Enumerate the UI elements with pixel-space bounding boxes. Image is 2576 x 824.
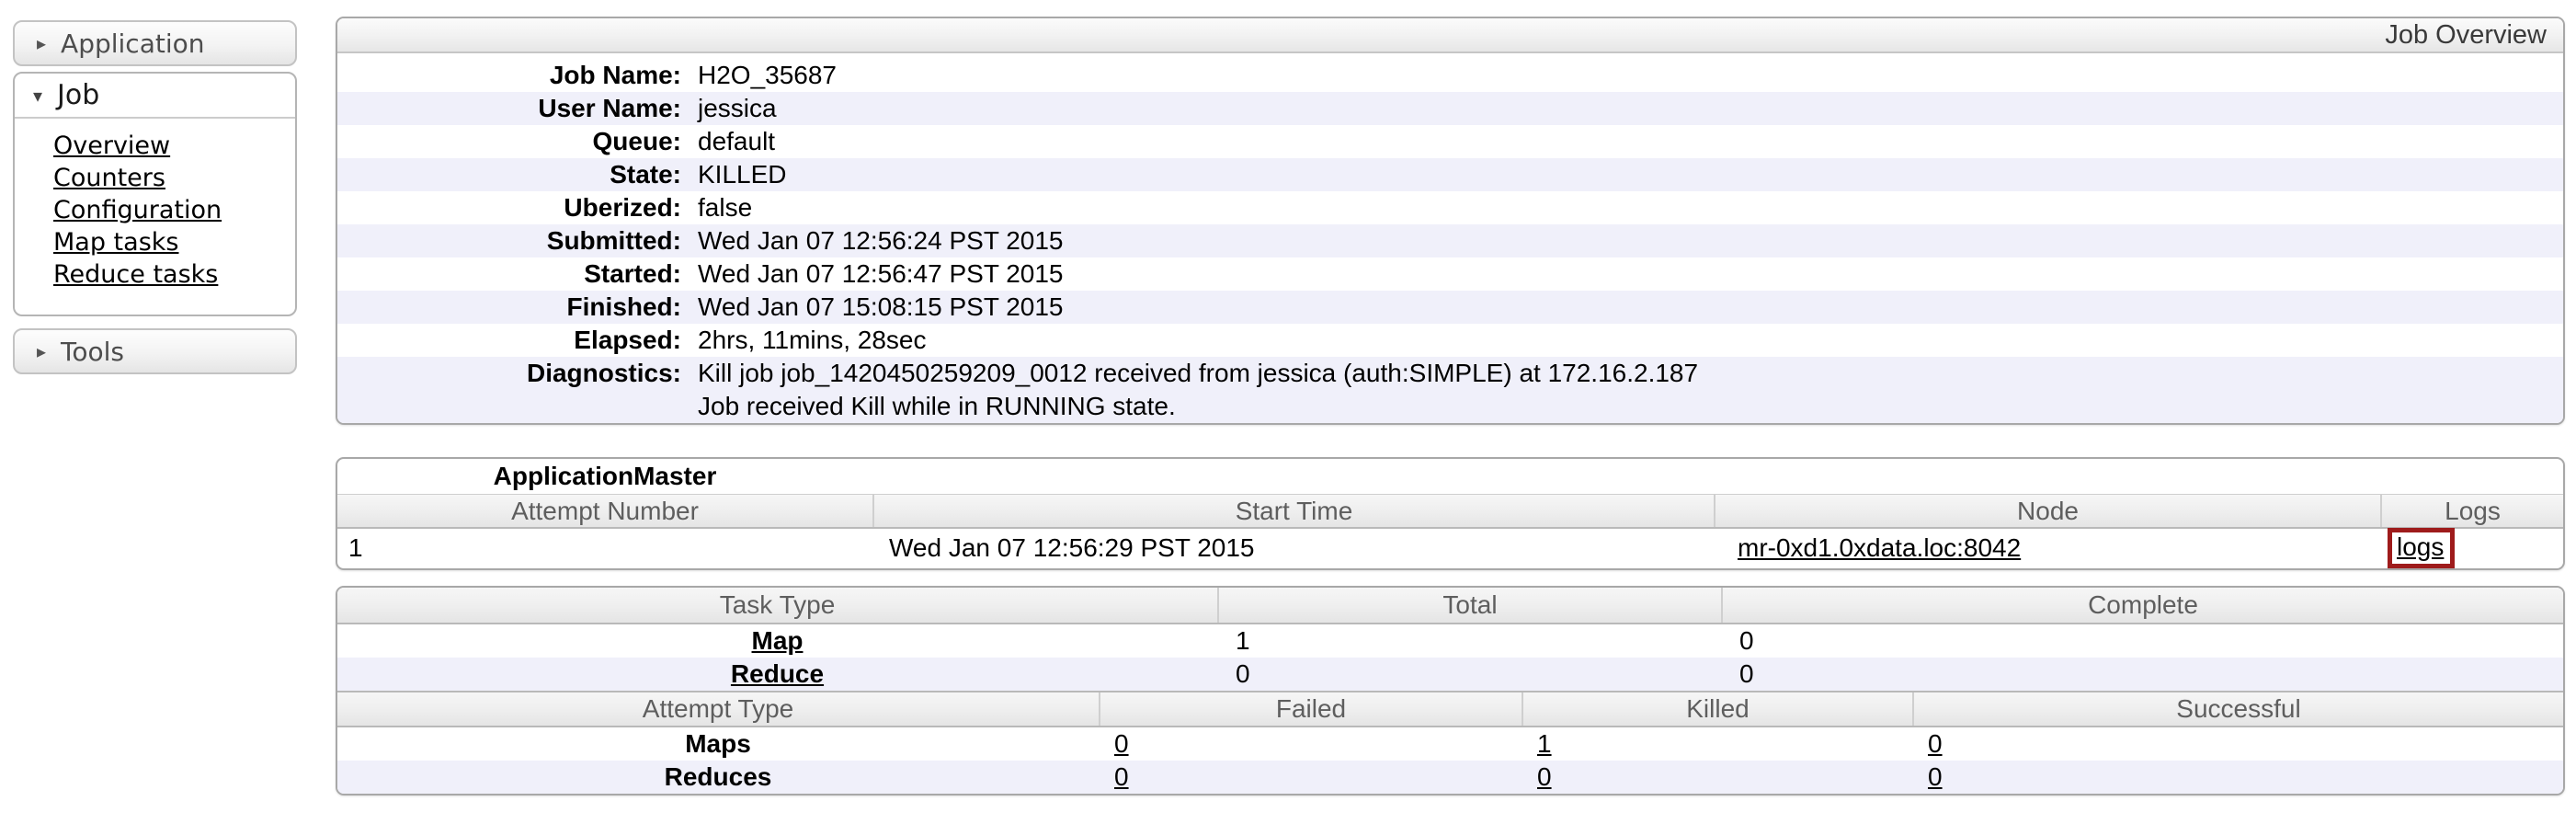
diagnostics-line: Job received Kill while in RUNNING state…	[698, 392, 1176, 420]
appmaster-attempt-row: 1 Wed Jan 07 12:56:29 PST 2015 mr-0xd1.0…	[337, 527, 2563, 568]
appmaster-caption: ApplicationMaster	[493, 462, 717, 490]
appmaster-caption-row: ApplicationMaster	[337, 459, 2563, 494]
sidebar-item-configuration[interactable]: Configuration	[53, 196, 222, 224]
application-master-panel: ApplicationMaster Attempt Number Start T…	[336, 457, 2565, 570]
sidebar-section-application[interactable]: ▸ Application	[13, 20, 297, 66]
info-row-submitted: Submitted: Wed Jan 07 12:56:24 PST 2015	[337, 224, 2563, 258]
sidebar-section-label: Job	[57, 79, 100, 111]
info-label: User Name:	[538, 94, 681, 122]
info-value: Wed Jan 07 12:56:24 PST 2015	[698, 226, 1064, 255]
info-row-state: State: KILLED	[337, 158, 2563, 191]
maps-successful-link[interactable]: 0	[1928, 729, 1943, 758]
info-row-user-name: User Name: jessica	[337, 92, 2563, 125]
reduces-label: Reduces	[664, 762, 772, 791]
attempt-header-row: Attempt Type Failed Killed Successful	[337, 691, 2563, 727]
sidebar-section-job-panel: ▾ Job Overview Counters Configuration Ma…	[13, 72, 297, 316]
info-row-finished: Finished: Wed Jan 07 15:08:15 PST 2015	[337, 291, 2563, 324]
info-label: Submitted:	[546, 226, 681, 255]
sidebar-item-overview[interactable]: Overview	[53, 132, 171, 160]
sidebar-section-tools[interactable]: ▸ Tools	[13, 328, 297, 374]
appmaster-header-row: Attempt Number Start Time Node Logs	[337, 494, 2563, 529]
column-header-complete: Complete	[1721, 588, 2563, 623]
sidebar-item-counters[interactable]: Counters	[53, 164, 165, 192]
info-label: State:	[610, 160, 681, 189]
sidebar-section-job[interactable]: ▾ Job	[15, 74, 295, 119]
info-value: Wed Jan 07 12:56:47 PST 2015	[698, 259, 1064, 288]
info-label: Diagnostics:	[526, 359, 681, 387]
node-link[interactable]: mr-0xd1.0xdata.loc:8042	[1738, 532, 2022, 562]
attempt-number-cell: 1	[348, 532, 363, 562]
info-value: Wed Jan 07 15:08:15 PST 2015	[698, 292, 1064, 321]
attempt-row-reduces: Reduces 0 0 0	[337, 761, 2563, 794]
sidebar-section-label: Tools	[61, 336, 125, 367]
map-total-cell: 1	[1236, 626, 1250, 655]
column-header-attempt-type: Attempt Type	[642, 694, 794, 723]
sidebar-job-links: Overview Counters Configuration Map task…	[15, 119, 295, 315]
sidebar: ▸ Application ▾ Job Overview Counters Co…	[13, 20, 297, 374]
chevron-down-icon: ▾	[33, 84, 43, 107]
info-value: jessica	[698, 94, 777, 122]
info-row-started: Started: Wed Jan 07 12:56:47 PST 2015	[337, 258, 2563, 291]
chevron-right-icon: ▸	[37, 32, 47, 54]
info-row-job-name: Job Name: H2O_35687	[337, 59, 2563, 92]
map-complete-cell: 0	[1739, 626, 1754, 655]
column-header-killed: Killed	[1522, 692, 1912, 726]
info-row-elapsed: Elapsed: 2hrs, 11mins, 28sec	[337, 324, 2563, 357]
sidebar-item-map-tasks[interactable]: Map tasks	[53, 228, 179, 257]
job-overview-panel: Job Overview Job Name: H2O_35687 User Na…	[336, 17, 2565, 425]
column-header-total: Total	[1217, 588, 1721, 623]
column-header-node: Node	[1714, 495, 2380, 527]
task-summary-panel: Task Type Total Complete Map 1 0 Reduce …	[336, 586, 2565, 795]
logs-link[interactable]: logs	[2397, 532, 2445, 561]
page-title: Job Overview	[2385, 19, 2547, 50]
annotation-highlight-box: logs	[2388, 527, 2456, 568]
job-info-table: Job Name: H2O_35687 User Name: jessica Q…	[337, 53, 2563, 423]
column-header-successful: Successful	[1912, 692, 2563, 726]
reduce-tasks-link[interactable]: Reduce	[730, 659, 825, 688]
sidebar-section-label: Application	[61, 28, 205, 59]
task-row-reduce: Reduce 0 0	[337, 658, 2563, 691]
diagnostics-line: Kill job job_1420450259209_0012 received…	[698, 359, 1699, 387]
info-label: Job Name:	[549, 61, 681, 89]
reduces-failed-link[interactable]: 0	[1114, 762, 1129, 791]
info-row-queue: Queue: default	[337, 125, 2563, 158]
reduce-total-cell: 0	[1236, 659, 1250, 688]
column-header-failed: Failed	[1099, 692, 1522, 726]
maps-failed-link[interactable]: 0	[1114, 729, 1129, 758]
info-value: default	[698, 127, 776, 155]
attempt-row-maps: Maps 0 1 0	[337, 727, 2563, 761]
reduce-complete-cell: 0	[1739, 659, 1754, 688]
info-label: Uberized:	[564, 193, 681, 222]
info-label: Elapsed:	[574, 326, 681, 354]
info-label: Finished:	[566, 292, 681, 321]
reduces-successful-link[interactable]: 0	[1928, 762, 1943, 791]
start-time-cell: Wed Jan 07 12:56:29 PST 2015	[889, 532, 1255, 562]
main-content: Job Overview Job Name: H2O_35687 User Na…	[336, 17, 2565, 807]
maps-label: Maps	[685, 729, 751, 758]
diagnostics-text: Kill job job_1420450259209_0012 received…	[681, 357, 1698, 423]
map-tasks-link[interactable]: Map	[751, 626, 804, 655]
sidebar-item-reduce-tasks[interactable]: Reduce tasks	[53, 260, 219, 289]
info-row-uberized: Uberized: false	[337, 191, 2563, 224]
column-header-logs: Logs	[2380, 495, 2563, 527]
chevron-right-icon: ▸	[37, 340, 47, 362]
info-value: false	[698, 193, 753, 222]
reduces-killed-link[interactable]: 0	[1537, 762, 1552, 791]
task-row-map: Map 1 0	[337, 624, 2563, 658]
maps-killed-link[interactable]: 1	[1537, 729, 1552, 758]
info-value: H2O_35687	[698, 61, 838, 89]
task-header-row: Task Type Total Complete	[337, 588, 2563, 624]
status-value: KILLED	[698, 160, 787, 189]
column-header-start-time: Start Time	[872, 495, 1714, 527]
column-header-task-type: Task Type	[719, 590, 836, 619]
info-label: Started:	[584, 259, 681, 288]
panel-header: Job Overview	[337, 18, 2563, 53]
info-row-diagnostics: Diagnostics: Kill job job_1420450259209_…	[337, 357, 2563, 423]
info-value: 2hrs, 11mins, 28sec	[698, 326, 927, 354]
info-label: Queue:	[592, 127, 681, 155]
column-header-attempt-number: Attempt Number	[511, 496, 699, 525]
